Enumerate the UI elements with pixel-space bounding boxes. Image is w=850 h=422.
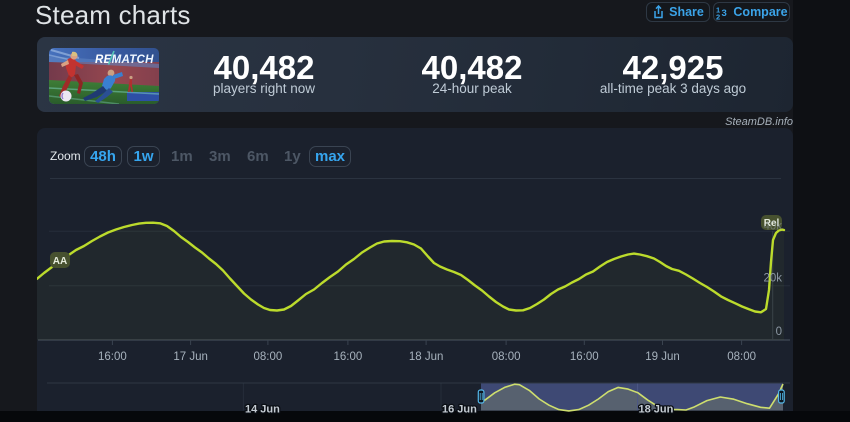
svg-text:18 Jun: 18 Jun [409,351,444,363]
svg-text:40k: 40k [763,221,782,233]
svg-text:14 Jun: 14 Jun [245,404,280,416]
svg-text:18 Jun: 18 Jun [639,404,674,416]
svg-text:20k: 20k [763,273,782,285]
svg-text:08:00: 08:00 [254,351,283,363]
svg-text:REMATCH: REMATCH [95,54,154,66]
svg-text:08:00: 08:00 [492,351,521,363]
svg-text:16:00: 16:00 [334,351,363,363]
svg-text:19 Jun: 19 Jun [645,351,680,363]
svg-text:0: 0 [776,326,782,338]
svg-text:16 Jun: 16 Jun [442,404,477,416]
svg-text:AA: AA [53,256,67,267]
svg-text:16:00: 16:00 [570,351,599,363]
svg-text:2: 2 [716,12,720,20]
svg-text:Rel: Rel [764,218,780,229]
svg-text:16:00: 16:00 [98,351,127,363]
svg-text:1: 1 [716,5,720,14]
svg-text:08:00: 08:00 [727,351,756,363]
svg-text:17 Jun: 17 Jun [173,351,208,363]
svg-text:3: 3 [722,8,727,19]
